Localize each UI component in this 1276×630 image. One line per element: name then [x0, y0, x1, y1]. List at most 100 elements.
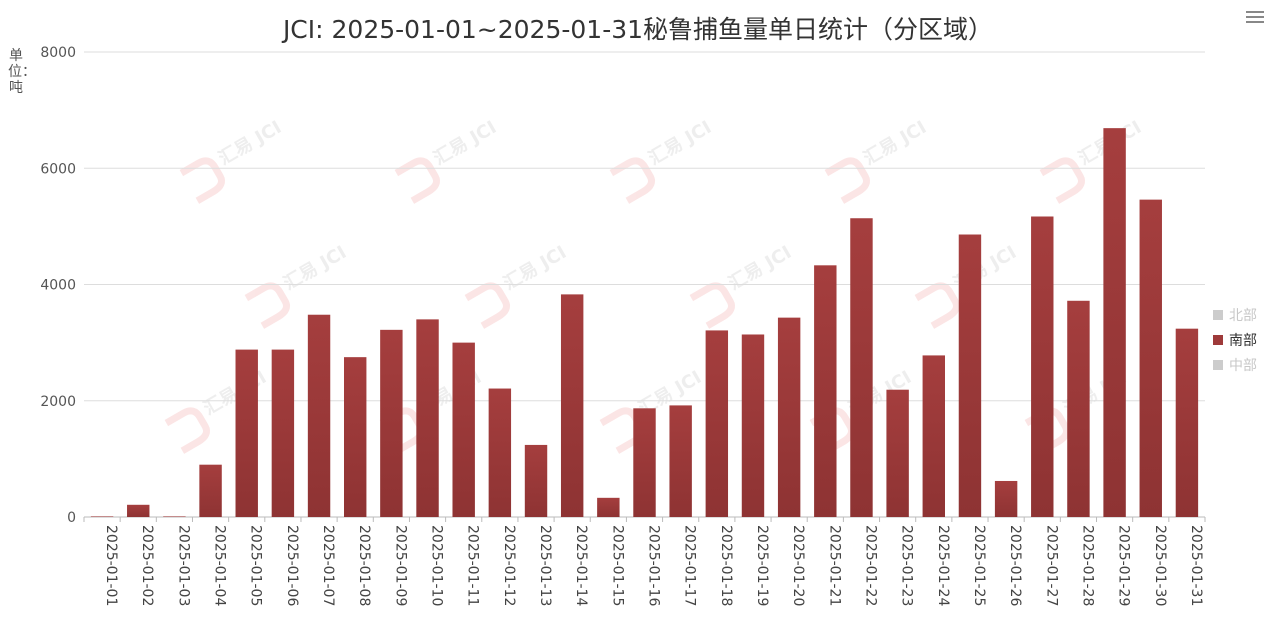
svg-text:汇易 JCI: 汇易 JCI — [430, 117, 500, 170]
bar[interactable] — [886, 389, 909, 517]
x-tick-label: 2025-01-23 — [899, 525, 915, 606]
bar[interactable] — [633, 408, 656, 517]
bar[interactable] — [416, 319, 439, 517]
bar[interactable] — [199, 464, 222, 517]
x-tick-label: 2025-01-07 — [320, 525, 336, 606]
y-tick-label: 2000 — [40, 394, 76, 410]
x-tick-label: 2025-01-14 — [573, 525, 589, 606]
svg-text:汇易 JCI: 汇易 JCI — [280, 242, 350, 295]
bar[interactable] — [163, 516, 186, 517]
x-tick-label: 2025-01-13 — [537, 525, 553, 606]
bar[interactable] — [958, 234, 982, 517]
watermark: 汇易 JCI — [464, 242, 570, 329]
bar[interactable] — [271, 349, 295, 517]
y-tick-label: 6000 — [40, 161, 76, 177]
bar[interactable] — [452, 342, 475, 517]
y-tick-label: 4000 — [40, 278, 76, 294]
bar[interactable] — [235, 349, 258, 517]
x-tick-label: 2025-01-10 — [429, 525, 445, 606]
svg-text:汇易 JCI: 汇易 JCI — [200, 367, 270, 420]
watermark: 汇易 JCI — [394, 117, 500, 204]
x-tick-label: 2025-01-06 — [284, 525, 300, 606]
watermark: 汇易 JCI — [599, 367, 705, 454]
watermark: 汇易 JCI — [244, 242, 350, 329]
x-tick-label: 2025-01-15 — [609, 525, 625, 606]
watermark: 汇易 JCI — [164, 367, 270, 454]
y-tick-label: 0 — [67, 510, 76, 526]
bar[interactable] — [1103, 128, 1126, 518]
x-tick-label: 2025-01-11 — [465, 525, 481, 606]
x-tick-label: 2025-01-21 — [826, 525, 842, 606]
x-tick-label: 2025-01-17 — [682, 525, 698, 606]
svg-text:汇易 JCI: 汇易 JCI — [860, 117, 930, 170]
x-tick-label: 2025-01-09 — [392, 525, 408, 606]
legend-swatch-south — [1213, 334, 1223, 345]
x-tick-label: 2025-01-27 — [1043, 525, 1059, 606]
legend-label-central: 中部 — [1229, 357, 1257, 374]
watermark: 汇易 JCI — [824, 117, 930, 204]
watermark: 汇易 JCI — [1039, 117, 1145, 204]
bar[interactable] — [1031, 216, 1054, 517]
bar[interactable] — [343, 357, 367, 517]
bar[interactable] — [777, 317, 801, 517]
x-tick-label: 2025-01-16 — [646, 525, 662, 606]
x-tick-label: 2025-01-04 — [212, 525, 228, 606]
bar[interactable] — [127, 504, 150, 517]
watermark: 汇易 JCI — [179, 117, 285, 204]
x-tick-label: 2025-01-31 — [1188, 525, 1204, 606]
svg-text:汇易 JCI: 汇易 JCI — [725, 242, 795, 295]
bar[interactable] — [850, 218, 873, 518]
bar[interactable] — [705, 330, 729, 517]
bar[interactable] — [994, 480, 1018, 517]
watermark: 汇易 JCI — [689, 242, 795, 329]
legend-swatch-north — [1213, 309, 1223, 320]
bar[interactable] — [560, 294, 584, 517]
bar[interactable] — [1175, 328, 1199, 517]
bar[interactable] — [488, 388, 512, 517]
watermark: 汇易 JCI — [609, 117, 715, 204]
bar[interactable] — [669, 405, 692, 517]
y-tick-label: 8000 — [40, 45, 76, 61]
x-tick-label: 2025-01-24 — [935, 525, 951, 606]
x-tick-label: 2025-01-29 — [1116, 525, 1132, 606]
legend-swatch-central — [1213, 359, 1223, 370]
chart-title: JCI: 2025-01-01~2025-01-31秘鲁捕鱼量单日统计（分区域） — [282, 15, 994, 44]
y-axis-ticks: 0 2000 4000 6000 8000 — [40, 45, 76, 526]
bar[interactable] — [814, 265, 837, 517]
bar[interactable] — [1139, 199, 1162, 517]
legend: 北部 南部 中部 — [1213, 302, 1257, 377]
bar-series — [90, 128, 1199, 518]
x-tick-label: 2025-01-22 — [862, 525, 878, 606]
x-tick-label: 2025-01-26 — [1007, 525, 1023, 606]
x-tick-label: 2025-01-30 — [1152, 525, 1168, 606]
svg-text:汇易 JCI: 汇易 JCI — [215, 117, 285, 170]
legend-item-north[interactable]: 北部 — [1213, 302, 1257, 327]
x-tick-label: 2025-01-12 — [501, 525, 517, 606]
bar[interactable] — [597, 497, 620, 517]
x-tick-label: 2025-01-05 — [248, 525, 264, 606]
bar[interactable] — [922, 355, 946, 517]
x-axis: 2025-01-01 2025-01-02 2025-01-03 2025-01-04… — [83, 517, 1206, 606]
x-tick-label: 2025-01-28 — [1079, 525, 1095, 606]
svg-text:汇易 JCI: 汇易 JCI — [645, 117, 715, 170]
menu-icon[interactable] — [1246, 8, 1264, 24]
legend-item-central[interactable]: 中部 — [1213, 352, 1257, 377]
x-tick-label: 2025-01-01 — [103, 525, 119, 606]
bar[interactable] — [90, 516, 114, 517]
x-tick-label: 2025-01-19 — [754, 525, 770, 606]
x-tick-label: 2025-01-08 — [356, 525, 372, 606]
legend-item-south[interactable]: 南部 — [1213, 327, 1257, 352]
x-tick-label: 2025-01-03 — [175, 525, 191, 606]
legend-label-north: 北部 — [1229, 307, 1257, 324]
bar[interactable] — [741, 334, 765, 517]
legend-label-south: 南部 — [1229, 332, 1257, 349]
x-tick-label: 2025-01-25 — [971, 525, 987, 606]
bar[interactable] — [524, 444, 548, 517]
bar[interactable] — [1067, 300, 1090, 517]
x-tick-label: 2025-01-18 — [718, 525, 734, 606]
bar[interactable] — [307, 314, 331, 517]
x-tick-label: 2025-01-20 — [790, 525, 806, 606]
svg-text:汇易 JCI: 汇易 JCI — [500, 242, 570, 295]
bar[interactable] — [380, 329, 403, 517]
